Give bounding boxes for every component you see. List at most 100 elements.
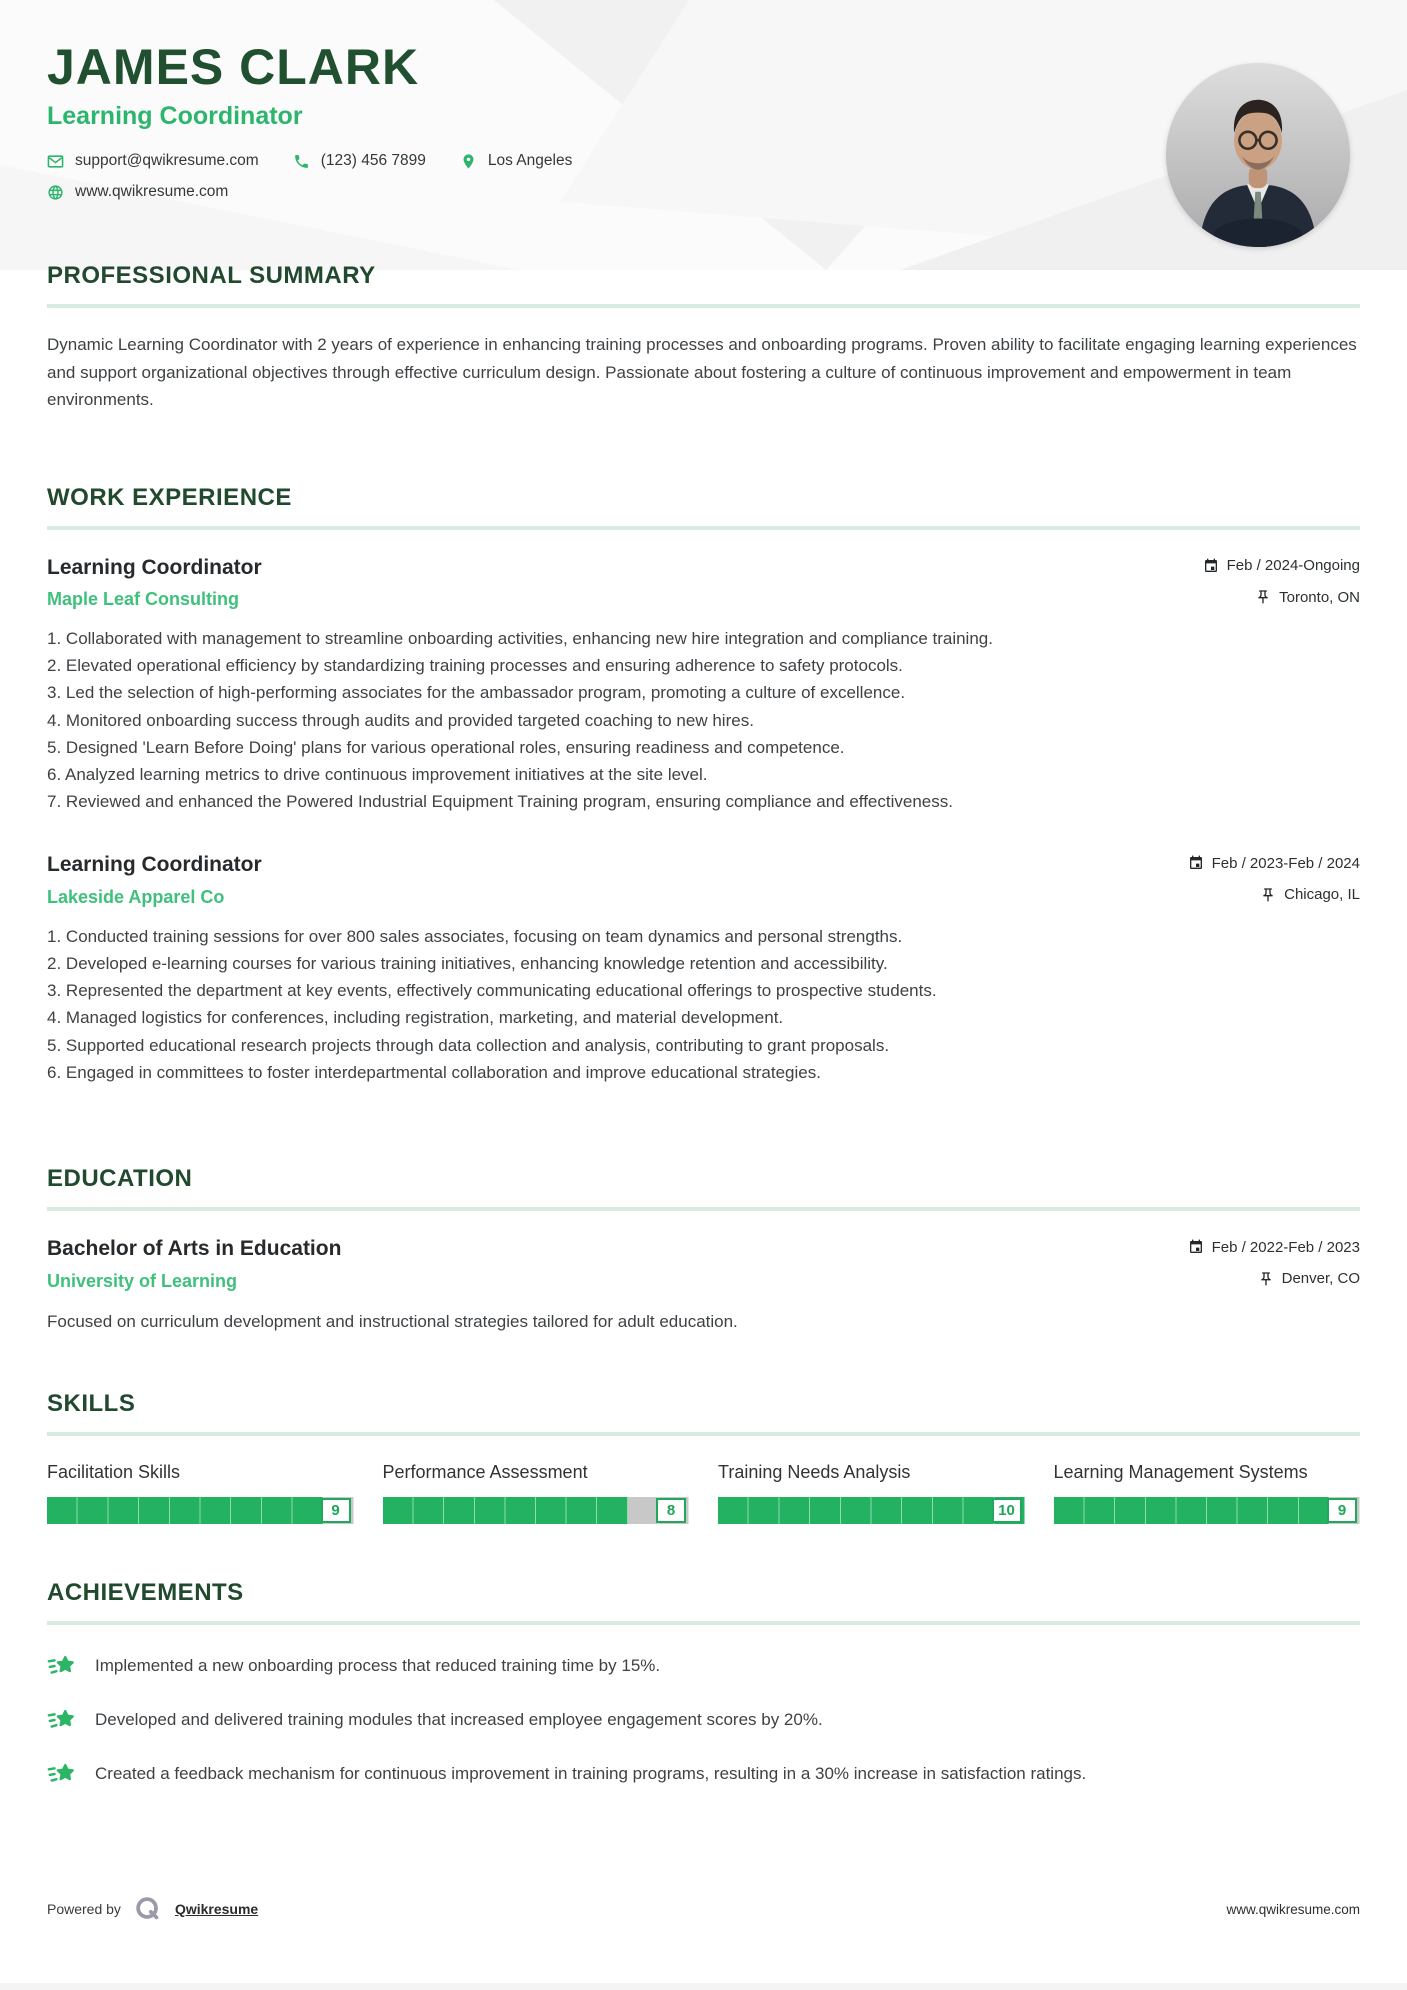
education-entry: Bachelor of Arts in Education Feb / 2022… (47, 1237, 1360, 1335)
section-divider (47, 1621, 1360, 1626)
skill-score-badge: 9 (320, 1498, 351, 1524)
section-professional-summary: PROFESSIONAL SUMMARY Dynamic Learning Co… (47, 261, 1360, 414)
job-bullet: Supported educational research projects … (65, 1035, 890, 1055)
content: PROFESSIONAL SUMMARY Dynamic Learning Co… (0, 201, 1407, 1789)
summary-heading: PROFESSIONAL SUMMARY (47, 262, 376, 289)
skill-bar-segments (718, 1497, 1025, 1525)
profile-photo (1166, 63, 1350, 247)
skill-bar-segments (47, 1497, 354, 1525)
job-entry: Learning Coordinator Feb / 2024-Ongoing … (47, 556, 1360, 816)
skill-score-badge: 8 (656, 1498, 686, 1524)
skill-item: Facilitation Skills 9 (47, 1460, 354, 1525)
achievement-star-icon (47, 1655, 74, 1674)
education-dates-text: Feb / 2022-Feb / 2023 (1211, 1238, 1360, 1256)
skill-name: Facilitation Skills (47, 1461, 181, 1482)
education-dates: Feb / 2022-Feb / 2023 (1188, 1239, 1360, 1256)
achievements-list: Implemented a new onboarding process tha… (47, 1653, 1360, 1789)
achievement-text: Implemented a new onboarding process tha… (95, 1656, 661, 1676)
skills-heading: SKILLS (47, 1389, 136, 1417)
skill-name: Performance Assessment (382, 1461, 588, 1482)
job-bullet: Managed logistics for conferences, inclu… (65, 1008, 784, 1028)
calendar-icon (1189, 1239, 1202, 1254)
header: JAMES CLARK Learning Coordinator support… (0, 0, 1407, 201)
job-title: Learning Coordinator (47, 555, 262, 579)
job-bullet: Reviewed and enhanced the Powered Indust… (65, 792, 953, 812)
job-location-text: Toronto, ON (1279, 588, 1360, 606)
website-row: www.qwikresume.com (47, 183, 1360, 201)
skills-grid: Facilitation Skills 9 Performance Assess… (47, 1460, 1360, 1525)
job-bullet: Engaged in committees to foster interdep… (65, 1062, 821, 1082)
achievement-star-icon (47, 1763, 74, 1782)
job-company: Lakeside Apparel Co (47, 886, 225, 907)
footer-branding: Powered by Qwikresume (47, 1894, 258, 1924)
skill-name: Training Needs Analysis (718, 1461, 911, 1482)
job-dates-text: Feb / 2024-Ongoing (1226, 557, 1360, 575)
education-location: Denver, CO (1258, 1270, 1360, 1287)
summary-text: Dynamic Learning Coordinator with 2 year… (47, 335, 1357, 410)
job-bullet: Collaborated with management to streamli… (65, 629, 993, 649)
achievement-text: Developed and delivered training modules… (95, 1710, 823, 1730)
location-pin-icon (463, 153, 474, 169)
phone-icon (294, 154, 308, 168)
job-dates: Feb / 2024-Ongoing (1203, 557, 1360, 574)
experience-heading: WORK EXPERIENCE (47, 483, 292, 511)
degree-title: Bachelor of Arts in Education (47, 1237, 342, 1261)
skill-item: Training Needs Analysis 10 (718, 1460, 1025, 1525)
section-divider (47, 1431, 1360, 1436)
email-text: support@qwikresume.com (75, 152, 259, 169)
skill-bar: 9 (1053, 1497, 1360, 1525)
profile-photo-graphic (1166, 63, 1350, 247)
contact-phone: (123) 456 7899 (293, 152, 426, 170)
skill-item: Learning Management Systems 9 (1053, 1460, 1360, 1525)
bottom-strip (0, 1983, 1407, 1990)
section-skills: SKILLS Facilitation Skills 9 Perfo (47, 1389, 1360, 1525)
skill-score-badge: 10 (991, 1498, 1022, 1524)
contact-location: Los Angeles (460, 152, 572, 170)
section-achievements: ACHIEVEMENTS Implemented (47, 1578, 1360, 1789)
skill-bar-segments (382, 1497, 689, 1525)
pushpin-icon (1260, 1271, 1271, 1286)
calendar-icon (1189, 856, 1202, 870)
calendar-icon (1204, 558, 1217, 572)
job-dates: Feb / 2023-Feb / 2024 (1188, 855, 1360, 872)
education-heading: EDUCATION (47, 1165, 193, 1193)
qwikresume-link[interactable]: Qwikresume (174, 1901, 259, 1917)
location-text: Los Angeles (487, 152, 573, 169)
contact-row: support@qwikresume.com (123) 456 7899 Lo… (47, 152, 1360, 170)
job-location: Chicago, IL (1260, 886, 1360, 903)
candidate-title: Learning Coordinator (47, 102, 303, 130)
skill-score-badge: 9 (1327, 1498, 1357, 1524)
skill-bar: 10 (718, 1497, 1025, 1525)
section-divider (47, 1207, 1360, 1212)
section-education: EDUCATION Bachelor of Arts in Education … (47, 1164, 1360, 1335)
job-bullet: Represented the department at key events… (65, 981, 937, 1001)
powered-by-label: Powered by (47, 1901, 121, 1917)
job-dates-text: Feb / 2023-Feb / 2024 (1211, 854, 1360, 872)
job-bullets: Conducted training sessions for over 800… (47, 923, 1360, 1086)
school-name: University of Learning (47, 1270, 238, 1291)
footer-website: www.qwikresume.com (1226, 1901, 1360, 1917)
header-background (0, 0, 1407, 270)
job-entry: Learning Coordinator Feb / 2023-Feb / 20… (47, 853, 1360, 1086)
job-bullet: Led the selection of high-performing ass… (65, 683, 906, 703)
job-bullet: Designed 'Learn Before Doing' plans for … (65, 737, 845, 757)
pushpin-icon (1258, 590, 1268, 604)
job-bullet: Monitored onboarding success through aud… (65, 710, 754, 730)
achievement-text: Created a feedback mechanism for continu… (95, 1764, 1087, 1784)
education-location-text: Denver, CO (1281, 1270, 1360, 1288)
job-title: Learning Coordinator (47, 853, 262, 877)
job-bullets: Collaborated with management to streamli… (47, 625, 1360, 815)
job-bullet: Elevated operational efficiency by stand… (65, 656, 903, 676)
section-work-experience: WORK EXPERIENCE Learning Coordinator Feb… (47, 483, 1360, 1086)
mail-icon (47, 154, 64, 168)
contact-website[interactable]: www.qwikresume.com (47, 183, 228, 201)
qwikresume-logo (136, 1897, 159, 1920)
skill-bar-segments (1053, 1497, 1360, 1525)
section-divider (47, 304, 1360, 308)
job-bullet: Analyzed learning metrics to drive conti… (64, 765, 708, 785)
contact-email[interactable]: support@qwikresume.com (47, 152, 259, 170)
website-text: www.qwikresume.com (75, 183, 229, 200)
section-divider (47, 525, 1360, 530)
achievement-item: Implemented a new onboarding process tha… (47, 1653, 1360, 1681)
